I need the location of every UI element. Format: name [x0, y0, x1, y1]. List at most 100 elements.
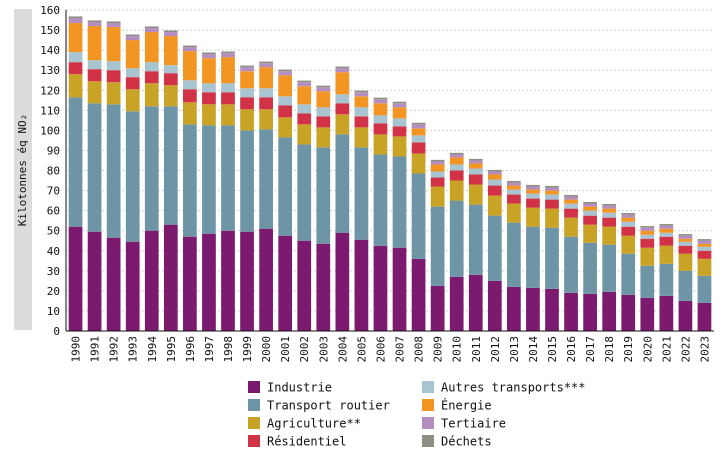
bar-segment	[278, 117, 293, 138]
y-tick-label: 110	[40, 104, 60, 117]
bar-segment	[354, 147, 369, 240]
bar-segment	[316, 243, 331, 331]
x-tick-label: 2015	[546, 336, 559, 363]
bar-segment	[487, 185, 502, 196]
bar-segment	[202, 54, 216, 59]
bar-segment	[240, 67, 254, 72]
bar-segment	[373, 97, 388, 100]
bar-segment	[430, 159, 445, 162]
x-tick-label: 2000	[260, 336, 273, 363]
gridlines	[66, 9, 714, 332]
bar-segment	[487, 280, 502, 331]
bar-segment	[602, 291, 617, 331]
bar-segment	[526, 186, 540, 190]
bar-segment	[545, 190, 559, 195]
bar-segment	[297, 144, 312, 241]
bar-segment	[68, 62, 83, 75]
x-tick-label: 1991	[89, 336, 102, 363]
bar-segment	[468, 160, 483, 164]
bar-segment	[640, 265, 655, 298]
bar-segment	[468, 158, 483, 161]
y-tick-label: 60	[47, 205, 60, 218]
bar-segment	[487, 169, 502, 172]
bar-segment	[640, 226, 655, 228]
y-tick-label: 10	[47, 305, 60, 318]
x-tick-label: 2022	[679, 336, 692, 363]
bar-segment	[430, 164, 445, 172]
y-tick-label: 50	[47, 225, 60, 238]
x-tick-label: 2002	[298, 336, 311, 363]
bar-segment	[507, 189, 521, 195]
bar-segment	[678, 235, 693, 239]
bar-segment	[221, 230, 235, 331]
bar-segment	[449, 152, 464, 155]
bar-segment	[507, 286, 521, 331]
bar-segment	[240, 65, 254, 68]
legend-swatch	[422, 417, 434, 429]
legend-label: Tertiaire	[441, 417, 506, 431]
bar-segment	[697, 258, 712, 276]
x-tick-label: 2008	[413, 336, 426, 363]
bar-segment	[106, 70, 121, 83]
bar-segment	[144, 26, 159, 29]
bar-segment	[564, 196, 578, 200]
bar-segment	[678, 234, 693, 236]
axes	[65, 10, 714, 332]
bar-segment	[183, 102, 197, 125]
x-tick-label: 2012	[489, 336, 502, 363]
x-tick-label: 2013	[508, 336, 521, 363]
bar-segment	[240, 109, 254, 131]
bar-segment	[430, 186, 445, 207]
bar-segment	[354, 239, 369, 331]
legend-label: Industrie	[267, 381, 332, 395]
bar-segment	[316, 91, 331, 108]
bar-segment	[526, 287, 540, 331]
bar-segment	[659, 263, 674, 296]
bar-segment	[468, 168, 483, 175]
bar-segment	[697, 246, 712, 251]
bar-segment	[640, 247, 655, 266]
bar-segment	[144, 83, 159, 107]
y-tick-label: 90	[47, 144, 60, 157]
bar-segment	[640, 234, 655, 239]
bar-segment	[621, 235, 636, 254]
bar-segment	[545, 208, 559, 228]
bar-segment	[183, 51, 197, 81]
bar-segment	[183, 89, 197, 103]
bar-segment	[354, 116, 369, 128]
bar-segment	[697, 240, 712, 244]
bar-segment	[640, 297, 655, 331]
bar-segment	[449, 180, 464, 201]
bar-segment	[221, 57, 235, 84]
bar-segment	[87, 81, 102, 104]
bar-segment	[297, 80, 312, 83]
bar-segment	[373, 115, 388, 124]
bar-segment	[602, 205, 617, 209]
bar-segment	[640, 230, 655, 235]
bar-segment	[602, 208, 617, 213]
bar-segment	[354, 107, 369, 117]
bar-segment	[335, 103, 350, 115]
bar-segment	[411, 135, 426, 143]
bar-segment	[583, 224, 597, 243]
bar-segment	[392, 247, 407, 331]
bar-segment	[373, 123, 388, 135]
bar-segment	[507, 180, 521, 183]
bar-segment	[373, 99, 388, 104]
y-tick-label: 140	[40, 44, 60, 57]
bar-segment	[621, 217, 636, 222]
bar-segment	[487, 174, 502, 180]
x-tick-label: 1994	[146, 336, 159, 363]
bar-segment	[335, 72, 350, 95]
bar-segment	[545, 199, 559, 209]
bar-segment	[221, 92, 235, 105]
bar-segment	[697, 275, 712, 303]
legend-label: Déchets	[441, 435, 492, 449]
bar-segment	[87, 69, 102, 82]
legend-label: Agriculture**	[267, 417, 361, 431]
x-tick-label: 2021	[660, 336, 673, 363]
bar-segment	[202, 233, 216, 331]
bar-segment	[163, 224, 178, 331]
x-tick-label: 2009	[432, 336, 445, 363]
ylabel-box	[14, 9, 32, 330]
